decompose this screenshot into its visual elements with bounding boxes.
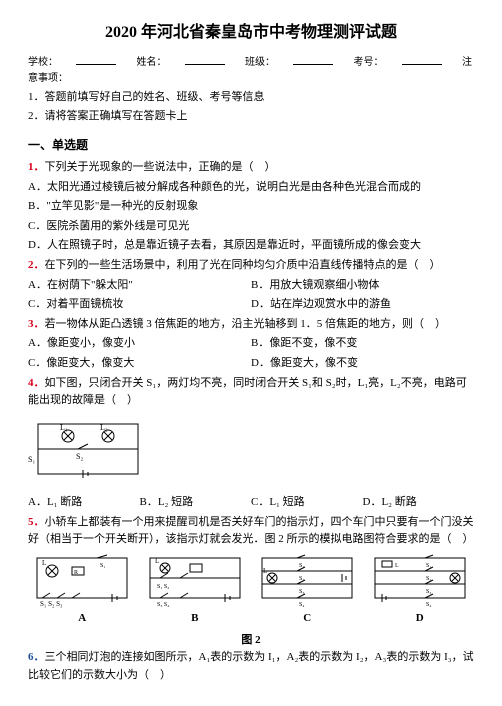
q5-C-label: C <box>253 610 362 628</box>
school-label: 学校： <box>28 57 58 68</box>
q3-num: 3． <box>28 318 45 330</box>
q5-fig-label: 图 2 <box>28 632 474 650</box>
svg-text:S₂: S₂ <box>76 452 83 461</box>
q3-stem: 3．若一物体从距凸透镜 3 倍焦距的地方，沿主光轴移到 1．5 倍焦距的地方，则… <box>28 316 474 334</box>
svg-text:S₃: S₃ <box>426 589 431 595</box>
q5-A-label: A <box>28 610 137 628</box>
q4-opts: A．L₁ 断路 B．L₂ 短路 C．L₁ 短路 D．L₂ 断路 <box>28 494 474 512</box>
q1-num: 1． <box>28 161 45 173</box>
q5-circuit-C: S₁ S₂ S₃ S₄ L C <box>253 553 362 628</box>
q2-C: C．对着平面镜梳妆 <box>28 296 251 314</box>
q2-B: B．用放大镜观察细小物体 <box>251 277 474 295</box>
svg-text:S₁ S₂: S₁ S₂ <box>157 584 169 590</box>
q3-C: C．像距变大，像变大 <box>28 355 251 373</box>
svg-text:S₁ S₂ S₃: S₁ S₂ S₃ <box>40 600 63 608</box>
svg-text:S₃ S₄: S₃ S₄ <box>157 602 169 608</box>
q2-num: 2． <box>28 259 45 271</box>
q4-stem: 4．如下图，只闭合开关 S₁，两灯均不亮，同时闭合开关 S₁和 S₂时，L₁亮，… <box>28 375 474 410</box>
q5-circuit-B: L S₁ S₂ S₃ S₄ B <box>141 553 250 628</box>
q1-C: C．医院杀菌用的紫外线是可见光 <box>28 218 474 236</box>
q5-circuit-A: L R S₁ S₁ S₂ S₃ A <box>28 553 137 628</box>
q5-D-label: D <box>366 610 475 628</box>
q1-stem: 1．下列关于光现象的一些说法中，正确的是（ ） <box>28 159 474 177</box>
q2-D: D．站在岸边观赏水中的游鱼 <box>251 296 474 314</box>
q2-opts-row1: A．在树荫下"躲太阳" B．用放大镜观察细小物体 <box>28 277 474 295</box>
instruction-1: 1．答题前填写好自己的姓名、班级、考号等信息 <box>28 89 474 107</box>
q1-A: A．太阳光通过棱镜后被分解成各种颜色的光，说明白光是由各种色光混合而成的 <box>28 179 474 197</box>
svg-text:L₂: L₂ <box>100 423 108 432</box>
class-label: 班级： <box>245 57 275 68</box>
q1-B: B．"立竿见影"是一种光的反射现象 <box>28 198 474 216</box>
q3-opts-row1: A．像距变小，像变小 B．像距不变，像不变 <box>28 335 474 353</box>
q4-circuit: L₁ L₂ S₂ S₁ <box>28 414 474 491</box>
page-title: 2020 年河北省秦皇岛市中考物理测评试题 <box>28 20 474 46</box>
q1-D: D．人在照镜子时，总是靠近镜子去看，其原因是靠近时，平面镜所成的像会变大 <box>28 237 474 255</box>
q5-stem: 5．小轿车上都装有一个用来提醒司机是否关好车门的指示灯，四个车门中只要有一个门没… <box>28 514 474 549</box>
svg-text:L₁: L₁ <box>60 423 68 432</box>
section-1-title: 一、单选题 <box>28 136 474 155</box>
q4-C: C．L₁ 短路 <box>251 494 363 512</box>
svg-text:L: L <box>155 557 159 565</box>
svg-text:R: R <box>74 570 78 576</box>
q6-num: 6． <box>28 651 45 663</box>
q3-opts-row2: C．像距变大，像变大 D．像距变大，像不变 <box>28 355 474 373</box>
svg-text:L: L <box>42 559 46 567</box>
q4-D: D．L₂ 断路 <box>363 494 475 512</box>
q5-circuits: L R S₁ S₁ S₂ S₃ A L S₁ S₂ S₃ S₄ <box>28 553 474 628</box>
q2-opts-row2: C．对着平面镜梳妆 D．站在岸边观赏水中的游鱼 <box>28 296 474 314</box>
name-label: 姓名： <box>137 57 167 68</box>
q2-stem: 2．在下列的一些生活场景中，利用了光在同种均匀介质中沿直线传播特点的是（ ） <box>28 257 474 275</box>
q4-A: A．L₁ 断路 <box>28 494 140 512</box>
q5-circuit-D: L S₁ S₂ S₃ S₄ D <box>366 553 475 628</box>
q5-num: 5． <box>28 516 45 528</box>
svg-text:L: L <box>263 567 267 575</box>
q2-A: A．在树荫下"躲太阳" <box>28 277 251 295</box>
q6-stem: 6．三个相同灯泡的连接如图所示，A₁表的示数为 I₁，A₂表的示数为 I₂，A₃… <box>28 649 474 684</box>
examno-label: 考号： <box>354 57 384 68</box>
svg-text:S₁: S₁ <box>28 455 35 464</box>
svg-text:S₁: S₁ <box>100 563 105 569</box>
svg-text:S₄: S₄ <box>299 602 304 608</box>
q3-D: D．像距变大，像不变 <box>251 355 474 373</box>
instruction-2: 2．请将答案正确填写在答题卡上 <box>28 108 474 126</box>
q5-B-label: B <box>141 610 250 628</box>
q3-A: A．像距变小，像变小 <box>28 335 251 353</box>
info-row: 学校： 姓名： 班级： 考号： 注意事项： <box>28 54 474 87</box>
svg-text:L: L <box>395 563 399 569</box>
q4-num: 4． <box>28 377 45 389</box>
q3-B: B．像距不变，像不变 <box>251 335 474 353</box>
q4-B: B．L₂ 短路 <box>140 494 252 512</box>
svg-text:S₃: S₃ <box>299 589 304 595</box>
svg-text:S₄: S₄ <box>426 602 431 608</box>
